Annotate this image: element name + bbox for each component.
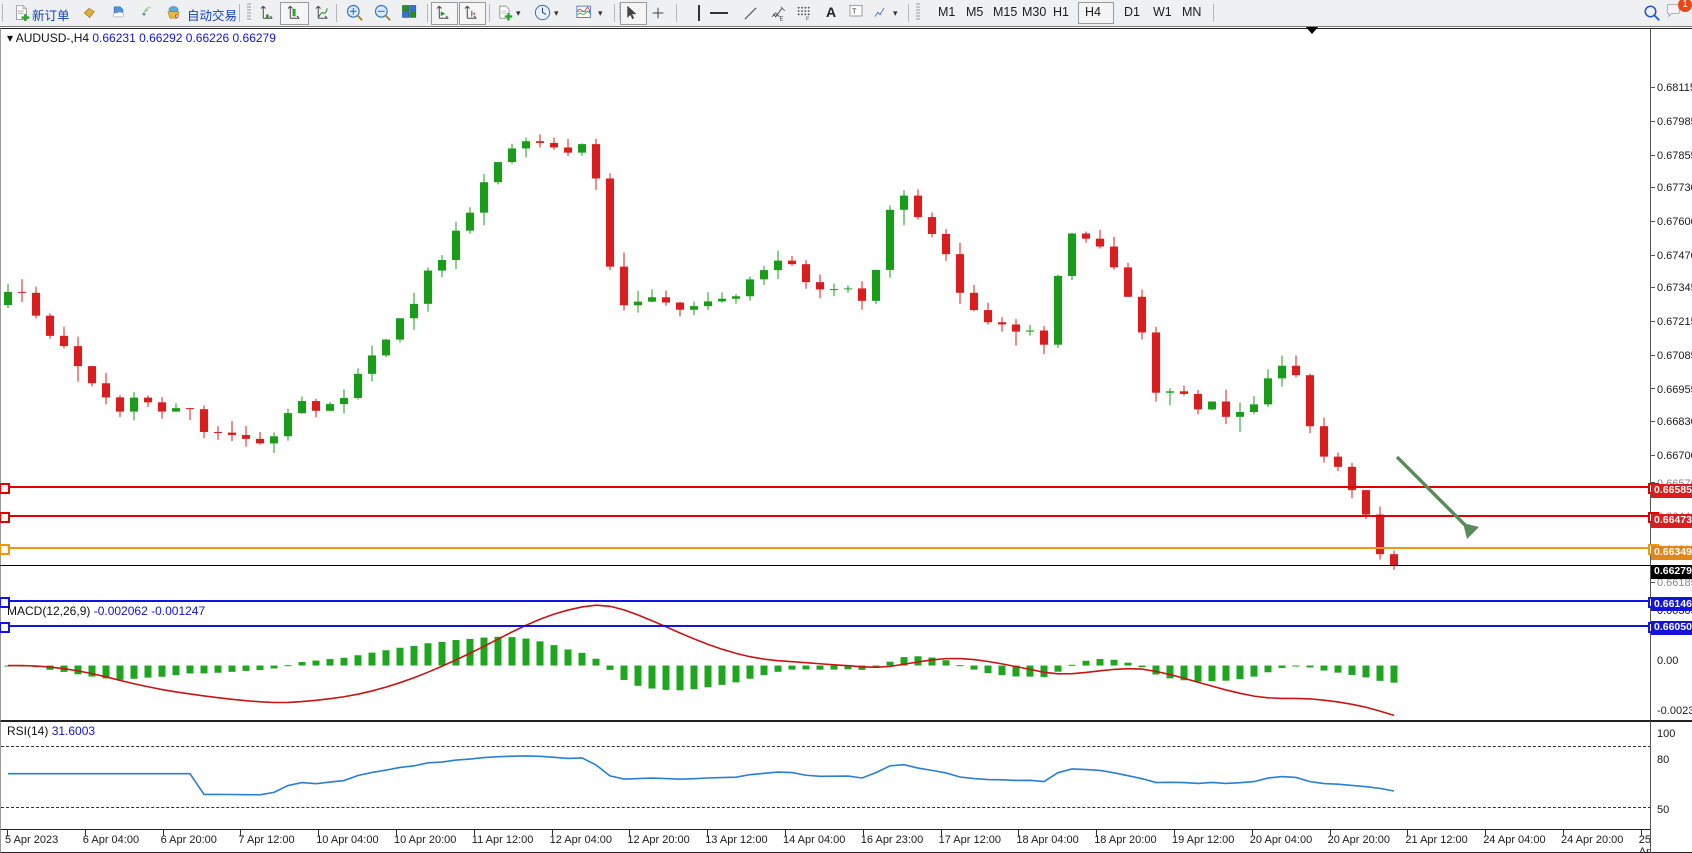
svg-text:E: E — [780, 17, 784, 23]
svg-text:T: T — [852, 6, 857, 15]
svg-text:F: F — [806, 16, 810, 21]
